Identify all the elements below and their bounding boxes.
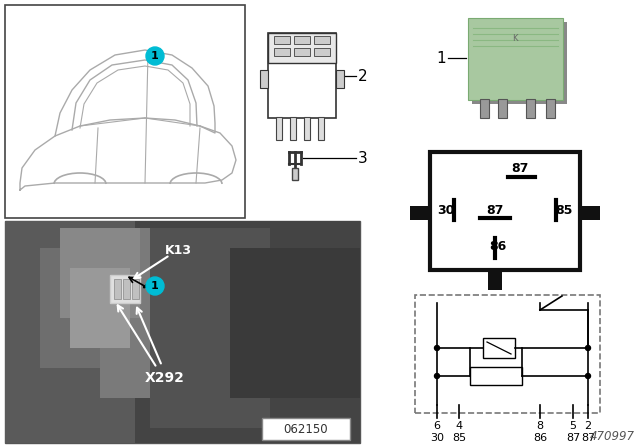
Bar <box>294 36 310 44</box>
Bar <box>294 48 310 56</box>
Bar <box>546 99 555 118</box>
Circle shape <box>435 374 440 379</box>
Text: 86: 86 <box>533 433 547 443</box>
Bar <box>100 228 180 398</box>
Bar <box>314 48 330 56</box>
Text: 86: 86 <box>490 240 507 253</box>
Text: 30: 30 <box>430 433 444 443</box>
Bar <box>470 367 522 385</box>
Bar <box>5 221 135 443</box>
Text: 87: 87 <box>511 161 529 175</box>
Text: 4: 4 <box>456 421 463 431</box>
Text: K: K <box>512 34 518 43</box>
Bar <box>290 117 296 140</box>
Bar <box>415 295 600 413</box>
Text: 062150: 062150 <box>284 422 328 435</box>
Bar <box>468 18 563 100</box>
Text: 2: 2 <box>358 69 367 83</box>
Bar <box>268 33 336 118</box>
Text: 6: 6 <box>433 421 440 431</box>
Text: 2: 2 <box>584 421 591 431</box>
Bar <box>123 279 130 299</box>
Bar <box>410 206 430 220</box>
Bar <box>472 22 567 104</box>
Bar <box>5 221 360 443</box>
Text: K13: K13 <box>164 244 191 257</box>
Bar <box>5 221 360 443</box>
Bar <box>314 36 330 44</box>
Text: 470997: 470997 <box>590 430 635 443</box>
Bar <box>274 36 290 44</box>
Bar <box>260 70 268 88</box>
Bar <box>5 5 245 218</box>
Text: 87: 87 <box>581 433 595 443</box>
Bar <box>70 268 130 348</box>
Text: 5: 5 <box>570 421 577 431</box>
Circle shape <box>586 345 591 350</box>
Bar <box>488 270 502 290</box>
Bar <box>526 99 535 118</box>
Bar <box>483 338 515 358</box>
Bar <box>292 168 298 180</box>
Bar <box>498 99 507 118</box>
Text: 87: 87 <box>566 433 580 443</box>
Text: 85: 85 <box>556 203 573 216</box>
Circle shape <box>435 345 440 350</box>
Bar <box>40 248 140 368</box>
Bar <box>304 117 310 140</box>
Text: 85: 85 <box>452 433 466 443</box>
Text: X292: X292 <box>145 371 185 385</box>
Bar <box>580 206 600 220</box>
Text: 8: 8 <box>536 421 543 431</box>
Bar <box>274 48 290 56</box>
Text: 1: 1 <box>151 281 159 291</box>
Bar <box>276 117 282 140</box>
Bar <box>150 228 270 428</box>
Bar <box>318 117 324 140</box>
Text: 30: 30 <box>437 203 454 216</box>
Bar <box>336 70 344 88</box>
Bar <box>262 418 350 440</box>
Bar <box>480 99 489 118</box>
Bar <box>230 248 360 398</box>
Bar <box>114 279 121 299</box>
Text: 3: 3 <box>358 151 368 165</box>
Bar <box>60 228 140 318</box>
Bar <box>132 279 139 299</box>
Text: 1: 1 <box>151 51 159 61</box>
Circle shape <box>146 47 164 65</box>
Text: 87: 87 <box>486 203 503 216</box>
Circle shape <box>146 277 164 295</box>
Bar <box>268 33 336 63</box>
Circle shape <box>586 374 591 379</box>
Text: 1: 1 <box>436 51 446 65</box>
Bar <box>430 152 580 270</box>
Bar <box>110 275 140 303</box>
